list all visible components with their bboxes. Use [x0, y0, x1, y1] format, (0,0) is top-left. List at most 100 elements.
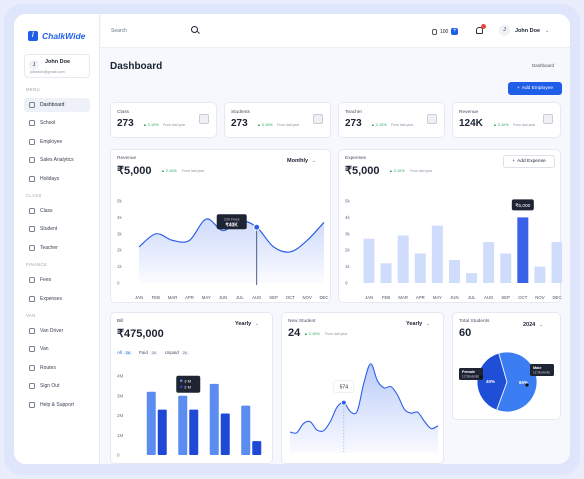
pie-slice-female	[476, 352, 508, 411]
x-tick-label: AUG	[252, 295, 262, 300]
y-tick-label: 5k	[117, 199, 123, 204]
logo-icon: /	[28, 31, 38, 41]
x-tick-label: MAR	[398, 295, 408, 300]
stat-value: 273	[231, 118, 248, 129]
sidebar-item-label: Van Driver	[40, 328, 64, 334]
grid-icon	[29, 102, 35, 108]
stat-sub: From last year	[277, 123, 300, 127]
sidebar-item-fees[interactable]: Fees	[24, 273, 90, 287]
highlight-point	[341, 399, 347, 406]
revenue-period-select[interactable]: Monthly ⌄	[287, 158, 316, 164]
new-student-line	[289, 363, 439, 434]
sidebar-item-student[interactable]: Student	[24, 222, 90, 236]
tab-all[interactable]: All 2k	[117, 350, 132, 355]
y-tick-label: 0	[117, 453, 120, 458]
bill-bar	[146, 391, 156, 455]
bill-bar	[241, 405, 251, 455]
expense-bar	[363, 238, 375, 283]
sidebar-item-holidays[interactable]: Holidays	[24, 172, 90, 186]
sidebar-item-school[interactable]: School	[24, 116, 90, 130]
sidebar-item-label: Sales Analytics	[40, 157, 74, 164]
revenue-area	[139, 218, 324, 283]
pie-callout-dot	[479, 375, 483, 379]
y-tick-label: 4M	[117, 374, 124, 379]
revenue-label: Revenue	[117, 156, 137, 161]
tooltip-swatch	[179, 379, 183, 383]
tooltip-value: 2 M	[184, 384, 191, 389]
new-student-area	[290, 363, 438, 453]
sidebar-item-van[interactable]: Van	[24, 342, 90, 356]
sidebar-user-card[interactable]: J John Doe johndoe@gmail.com	[24, 54, 90, 78]
pie-callout-sub: 12 Students	[533, 371, 550, 375]
stat-sub: From last year	[163, 123, 186, 127]
bell-icon[interactable]	[476, 27, 483, 34]
sidebar-item-help-support[interactable]: Help & Support	[24, 398, 90, 412]
add-employee-button[interactable]: + Add Employee	[508, 82, 562, 95]
logo[interactable]: / ChalkWide	[28, 31, 85, 41]
x-tick-label: AUG	[484, 295, 494, 300]
calculator-icon	[427, 114, 437, 124]
new-student-period: Yearly	[406, 321, 423, 327]
new-student-chart: JANFEBMARAPRMAYJUNJULAUGSEPOCTNOVDEC574	[289, 363, 439, 453]
stat-card-students: Students 273 ▲ 2.10% From last year	[224, 102, 331, 138]
search-icon[interactable]	[191, 26, 198, 33]
bill-period: Yearly	[235, 321, 252, 327]
tab-count: 2k	[180, 350, 189, 355]
stat-label: Students	[231, 110, 250, 115]
bill-period-select[interactable]: Yearly ⌄	[235, 321, 259, 327]
stat-label: Teacher	[345, 110, 363, 115]
sidebar-item-teacher[interactable]: Teacher	[24, 241, 90, 255]
add-expense-button[interactable]: + Add Expense	[503, 155, 555, 168]
sidebar-item-sign-out[interactable]: Sign Out	[24, 379, 90, 393]
tab-paid[interactable]: Paid 2k	[139, 350, 158, 355]
expense-bar	[500, 253, 512, 283]
sidebar-item-label: Holidays	[40, 175, 60, 182]
expense-bar	[534, 266, 546, 283]
teacher-icon	[29, 244, 35, 251]
sidebar-item-routes[interactable]: Routes	[24, 361, 90, 375]
top-header: Search 100 + J John Doe ⌄	[101, 14, 570, 48]
header-user-menu[interactable]: J John Doe ⌄	[499, 25, 549, 36]
stat-card-revenue: Revenue 124K ▲ 2.10% From last year	[452, 102, 561, 138]
y-tick-label: 1k	[117, 264, 123, 269]
total-students-year-select[interactable]: 2024 ⌄	[523, 322, 543, 328]
coin-count: 100	[440, 28, 449, 35]
y-tick-label: 3M	[117, 393, 124, 398]
y-tick-label: 3k	[345, 231, 351, 236]
tooltip-value: 574	[340, 385, 349, 391]
tooltip-label: 12k Fees	[224, 218, 240, 222]
calculator-icon	[543, 114, 553, 124]
sidebar-item-label: Employee	[40, 138, 63, 145]
stat-value: 273	[345, 118, 362, 129]
logo-text: ChalkWide	[42, 31, 86, 41]
bill-bar	[252, 441, 262, 455]
x-tick-label: JUN	[450, 295, 458, 300]
plus-icon: +	[516, 86, 520, 91]
sidebar-item-sales-analytics[interactable]: Sales Analytics	[24, 153, 90, 167]
add-coins-button[interactable]: +	[451, 28, 459, 35]
search-input[interactable]: Search	[111, 28, 127, 34]
x-tick-label: DEC	[552, 295, 561, 300]
y-tick-label: 5k	[345, 199, 351, 204]
sidebar-item-class[interactable]: Class	[24, 204, 90, 218]
new-student-period-select[interactable]: Yearly ⌄	[406, 321, 430, 327]
sidebar-item-employee[interactable]: Employee	[24, 135, 90, 149]
breadcrumb[interactable]: Dashboard	[532, 63, 555, 68]
pie-callout-name: Female	[462, 370, 475, 374]
expenses-label: Expenses	[345, 156, 367, 161]
stat-change: ▲ 2.10%	[371, 123, 387, 127]
calendar-icon	[29, 175, 35, 182]
pie-callout-dot	[525, 383, 529, 387]
sidebar-item-expenses[interactable]: Expenses	[24, 292, 90, 306]
tooltip-value: ₹5,000	[515, 203, 530, 209]
sidebar-item-dashboard[interactable]: Dashboard	[24, 98, 90, 112]
sidebar-section-label: CLASS	[26, 193, 42, 198]
sidebar-item-label: Expenses	[40, 295, 62, 302]
total-students-label: Total Students	[459, 319, 490, 324]
sidebar-item-label: Sign Out	[40, 383, 60, 390]
tab-unpaid[interactable]: Unpaid 2k	[165, 350, 189, 355]
coin-balance[interactable]: 100 +	[432, 28, 459, 35]
sidebar-item-van-driver[interactable]: Van Driver	[24, 324, 90, 338]
routes-icon	[29, 364, 35, 371]
revenue-tooltip	[216, 214, 247, 230]
